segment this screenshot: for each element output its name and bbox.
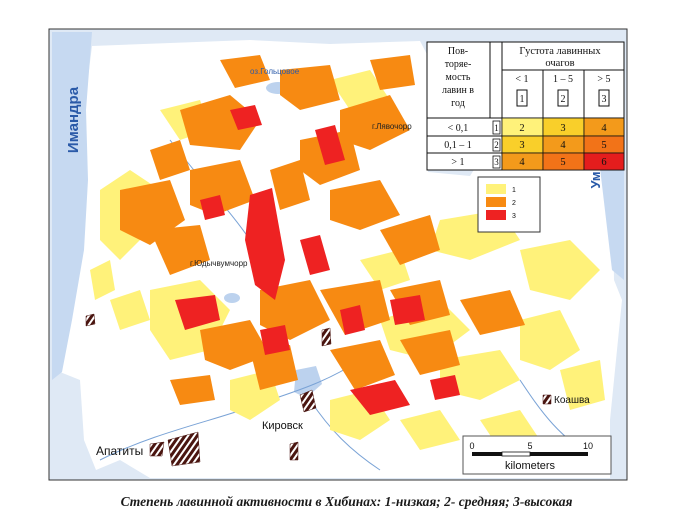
row-code-3: 3 [494, 157, 499, 167]
row-label-2: 0,1 – 1 [444, 140, 472, 151]
legend-swatch-2 [486, 197, 506, 207]
lake-small [224, 293, 240, 303]
label-imandra: Имандра [65, 86, 82, 153]
settlement-hatching [85, 313, 552, 467]
label-kirovsk: Кировск [262, 420, 303, 432]
cell-2-3: 5 [601, 140, 606, 151]
row-code-1: 1 [494, 123, 499, 133]
cell-1-1: 2 [519, 123, 524, 134]
cell-3-3: 6 [601, 157, 606, 168]
row-header-line-5: год [451, 98, 465, 109]
row-label-1: < 0,1 [448, 123, 469, 134]
legend-swatch-3 [486, 210, 506, 220]
scale-unit: kilometers [505, 460, 556, 472]
zones-level-2 [120, 55, 525, 405]
row-label-3: > 1 [451, 157, 464, 168]
table-row-3: > 1 3 4 5 6 [451, 152, 625, 171]
cell-1-3: 4 [601, 123, 607, 134]
cell-3-2: 5 [560, 157, 565, 168]
lake-imandra [52, 32, 92, 380]
scale-tick-5: 5 [527, 441, 532, 451]
legend-label-3: 3 [512, 213, 516, 220]
scale-bar-segment-1 [472, 452, 502, 456]
label-koashva: Коашва [554, 395, 590, 406]
col-label-3: > 5 [597, 74, 610, 85]
label-apatity: Апатиты [96, 444, 143, 458]
col-label-1: < 1 [515, 74, 528, 85]
legend-swatch-1 [486, 184, 506, 194]
activity-matrix-table: Пов- торяе- мость лавин в год Густота ла… [426, 41, 625, 171]
col-label-2: 1 – 5 [553, 74, 573, 85]
scale-bar-segment-3 [530, 452, 588, 456]
row-header-line-4: лавин в [442, 85, 474, 96]
row-code-2: 2 [494, 140, 499, 150]
figure-caption: Степень лавинной активности в Хибинах: 1… [120, 494, 573, 509]
col-code-1: 1 [520, 94, 525, 105]
zones-level-3 [175, 105, 460, 415]
col-code-3: 3 [602, 94, 607, 105]
lake-umbozero [600, 160, 624, 280]
label-lyavochorr: г.Лявочорр [372, 122, 412, 131]
col-header-line-1: Густота лавинных [519, 46, 601, 57]
cell-2-2: 4 [560, 140, 566, 151]
legend-label-2: 2 [512, 200, 516, 207]
lake-kirovsk [294, 366, 322, 398]
scale-tick-0: 0 [469, 441, 474, 451]
scale-bar: 0 5 10 kilometers [462, 435, 612, 475]
cell-3-1: 4 [519, 157, 525, 168]
legend-label-1: 1 [512, 187, 516, 194]
table-row-2: 0,1 – 1 2 3 4 5 [427, 135, 625, 154]
col-code-2: 2 [561, 94, 566, 105]
row-header-line-3: мость [446, 72, 471, 83]
label-umbozero: Ум [588, 171, 603, 188]
label-lake-goltsovoe: оз.Гольцовое [250, 67, 300, 76]
cell-2-1: 3 [519, 140, 524, 151]
col-header-line-2: очагов [545, 58, 574, 69]
row-header-line-2: торяе- [445, 59, 472, 70]
row-header-line-1: Пов- [448, 46, 468, 57]
legend: 1 2 3 [477, 176, 541, 233]
label-yudychvumchorr: г.Юдычвумчорр [190, 259, 248, 268]
cell-1-2: 3 [560, 123, 565, 134]
scale-bar-segment-2 [501, 451, 531, 457]
scale-tick-10: 10 [583, 441, 593, 451]
